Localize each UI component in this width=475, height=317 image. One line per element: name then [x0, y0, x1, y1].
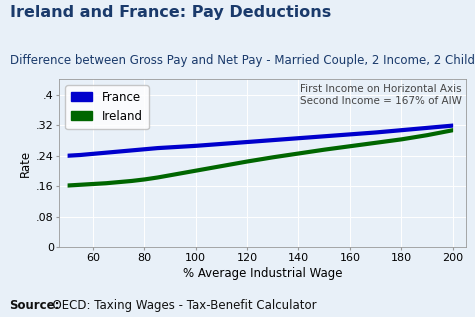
Text: Source:: Source:: [10, 299, 60, 312]
Text: Ireland and France: Pay Deductions: Ireland and France: Pay Deductions: [10, 5, 331, 20]
Legend: France, Ireland: France, Ireland: [65, 85, 149, 129]
X-axis label: % Average Industrial Wage: % Average Industrial Wage: [183, 267, 342, 280]
Text: First Income on Horizontal Axis
Second Income = 167% of AIW: First Income on Horizontal Axis Second I…: [300, 84, 461, 106]
Y-axis label: Rate: Rate: [19, 150, 32, 177]
Text: Difference between Gross Pay and Net Pay - Married Couple, 2 Income, 2 Children: Difference between Gross Pay and Net Pay…: [10, 54, 475, 67]
Text: OECD: Taxing Wages - Tax-Benefit Calculator: OECD: Taxing Wages - Tax-Benefit Calcula…: [45, 299, 317, 312]
